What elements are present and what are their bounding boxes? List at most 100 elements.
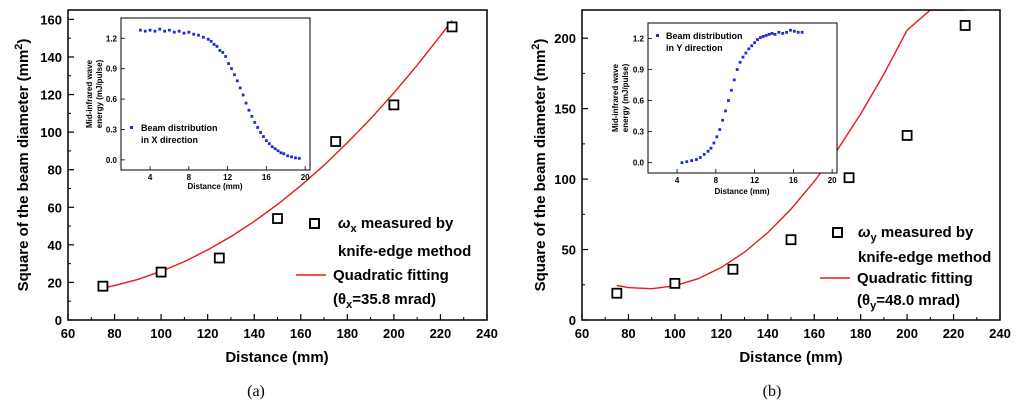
panel-a-y-tick-label: 40 [48,238,62,253]
panel-b-inset-y-tick-label: 0.3 [633,128,645,137]
panel-a-inset-data-point [238,86,242,90]
panel-a-x-tick-label: 100 [150,326,172,341]
panel-a-x-ticks: 60 80 100 120 140 160 180 200 220 240 [61,314,498,341]
panel-a-inset-data-point [209,39,213,43]
panel-b-measured-point [959,20,971,31]
panel-a-inset-data-point [153,29,157,33]
panel-a-inset-data-point [192,32,196,36]
panel-b-x-tick-label: 180 [850,326,872,341]
panel-b-y-ticks: 0 50 100 150 200 [554,31,588,328]
panel-b-y-tick-label: 0 [569,313,576,328]
panel-a-inset-data-point [158,27,162,31]
panel-a-inset-y-tick-label: 1.2 [106,34,118,43]
panel-b-x-tick-label: 100 [664,326,686,341]
panel-b-caption: (b) [763,383,782,400]
panel-a-inset-x-tick-label: 16 [262,173,271,182]
panel-a-inset-data-point [168,28,171,32]
panel-a-x-tick-label: 240 [476,326,498,341]
panel-b-inset-data-point [741,55,745,59]
panel-a-y-tick-label: 80 [48,163,62,178]
panel-a-inset-data-point [212,42,216,46]
panel-b-inset-legend-line2: in Y direction [666,43,723,53]
panel-a-legend-square-marker [309,218,320,229]
panel-b-inset-data-point [732,78,736,82]
panel-a-inset-data-point [282,152,286,156]
panel-b-x-tick-label: 240 [989,326,1011,341]
panel-a-x-tick-label: 60 [61,326,75,341]
panel-a-legend-fit-line2: (θx=35.8 mrad) [333,291,436,311]
panel-a-inset-data-point [148,28,152,32]
panel-a-inset-data-point [230,67,233,71]
panel-b-inset-y-tick-label: 1.2 [633,35,645,44]
panel-a-inset-data-point [273,147,277,151]
panel-a-inset-data-point [262,135,265,138]
panel-b-measured-point [727,263,739,275]
panel-b-inset-data-point [695,158,698,161]
panel-b-inset-data-point [744,51,748,55]
panel-a-y-tick-label: 20 [48,275,62,290]
panel-b-inset-data-point [753,41,757,45]
panel-a-inset-data-point [187,30,191,34]
panel-b-inset-data-point [738,60,742,64]
panel-b-inset-x-tick-label: 12 [750,176,759,185]
panel-a-x-tick-label: 160 [290,326,312,341]
panel-b-inset-data-point [718,128,722,131]
panel-a-inset-data-point [201,35,205,39]
panel-a-inset-data-point [294,156,297,160]
panel-a-inset-data-point [276,149,280,153]
panel-b-inset-x-tick-label: 4 [675,176,680,185]
panel-a-inset-data-point [244,101,248,105]
panel-a-inset-data-point [218,49,222,52]
panel-b-inset-data-point [785,30,788,34]
panel-b-legend: ωy measured by knife-edge method Quadrat… [820,224,991,312]
panel-b-x-axis-label: Distance (mm) [739,349,842,366]
panel-b-measured-point [785,234,797,246]
panel-a-y-ticks: 0 20 40 60 80 100 120 140 160 [40,12,74,328]
panel-a-quadratic-fit-line [102,19,453,289]
panel-b-legend-measured-line2: knife-edge method [858,249,991,266]
panel-b-legend-square-marker [832,227,843,238]
panel-a-y-tick-label: 0 [55,313,62,328]
panel-b-inset-data-point [796,30,800,34]
panel-b-x-tick-label: 200 [896,326,918,341]
panel-b-inset-data-point [756,38,759,41]
panel-a-inset-data-point [279,151,283,155]
panel-b-inset-y-label-line1: Mid-infrared wave [611,63,620,132]
panel-a-measured-point [272,213,283,224]
panel-a-x-tick-label: 140 [243,326,265,341]
panel-b-inset-data-point [747,47,751,51]
panel-b-inset: 4 8 12 16 20 0.0 0.3 0.6 0.9 1.2 Distance (mm) M… [611,22,838,196]
panel-b-inset-y-tick-label: 0.6 [633,97,645,106]
panel-a-inset-x-tick-label: 20 [301,173,310,182]
panel-b-inset-data-point [715,135,719,139]
panel-a-inset: 4 8 12 16 20 0.0 0.3 0.6 0.9 1.2 Distance (mm) M… [85,17,311,191]
panel-a-inset-legend-marker [130,126,133,129]
panel-b-y-tick-label: 50 [562,243,576,258]
panel-a-x-tick-label: 200 [383,326,405,341]
panel-a-inset-data-point [233,73,236,77]
panel-b-x-tick-label: 60 [575,326,589,341]
panel-b-inset-data-point [789,28,792,32]
panel-a-legend-fit-line1: Quadratic fitting [333,267,449,284]
panel-a-inset-y-label-line1: Mid-infrared wave [85,59,94,128]
panel-b-inset-data-point [750,44,754,48]
panel-b-inset-data-point [724,109,727,113]
panel-b-inset-data-point [729,88,733,92]
panel-b-x-tick-label: 80 [621,326,635,341]
panel-a-inset-data-point [221,51,225,54]
panel-b-legend-fit-line2: (θy=48.0 mrad) [857,292,960,312]
panel-a-inset-data-point [224,55,228,58]
panel-a-inset-data-point [250,114,254,118]
panel-b-x-tick-label: 220 [943,326,965,341]
panel-a-inset-x-label: Distance (mm) [187,182,242,191]
panel-b-inset-data-point [792,29,796,33]
panel-b-inset-legend-marker [656,34,659,37]
panel-a-y-axis-label: Square of the beam diameter (mm2) [13,39,32,292]
panel-a-legend: ωx measured by knife-edge method Quadrat… [296,215,471,311]
panel-b-legend-measured-line1: ωy measured by [858,224,974,244]
panel-a: 60 80 100 120 140 160 180 200 220 240 0 20 40 60 80 10… [13,9,498,400]
panel-a-caption: (a) [247,383,265,400]
panel-a-inset-data-point [215,44,219,48]
panel-a-inset-x-tick-label: 4 [148,173,153,182]
panel-b-inset-data-point [761,35,765,38]
